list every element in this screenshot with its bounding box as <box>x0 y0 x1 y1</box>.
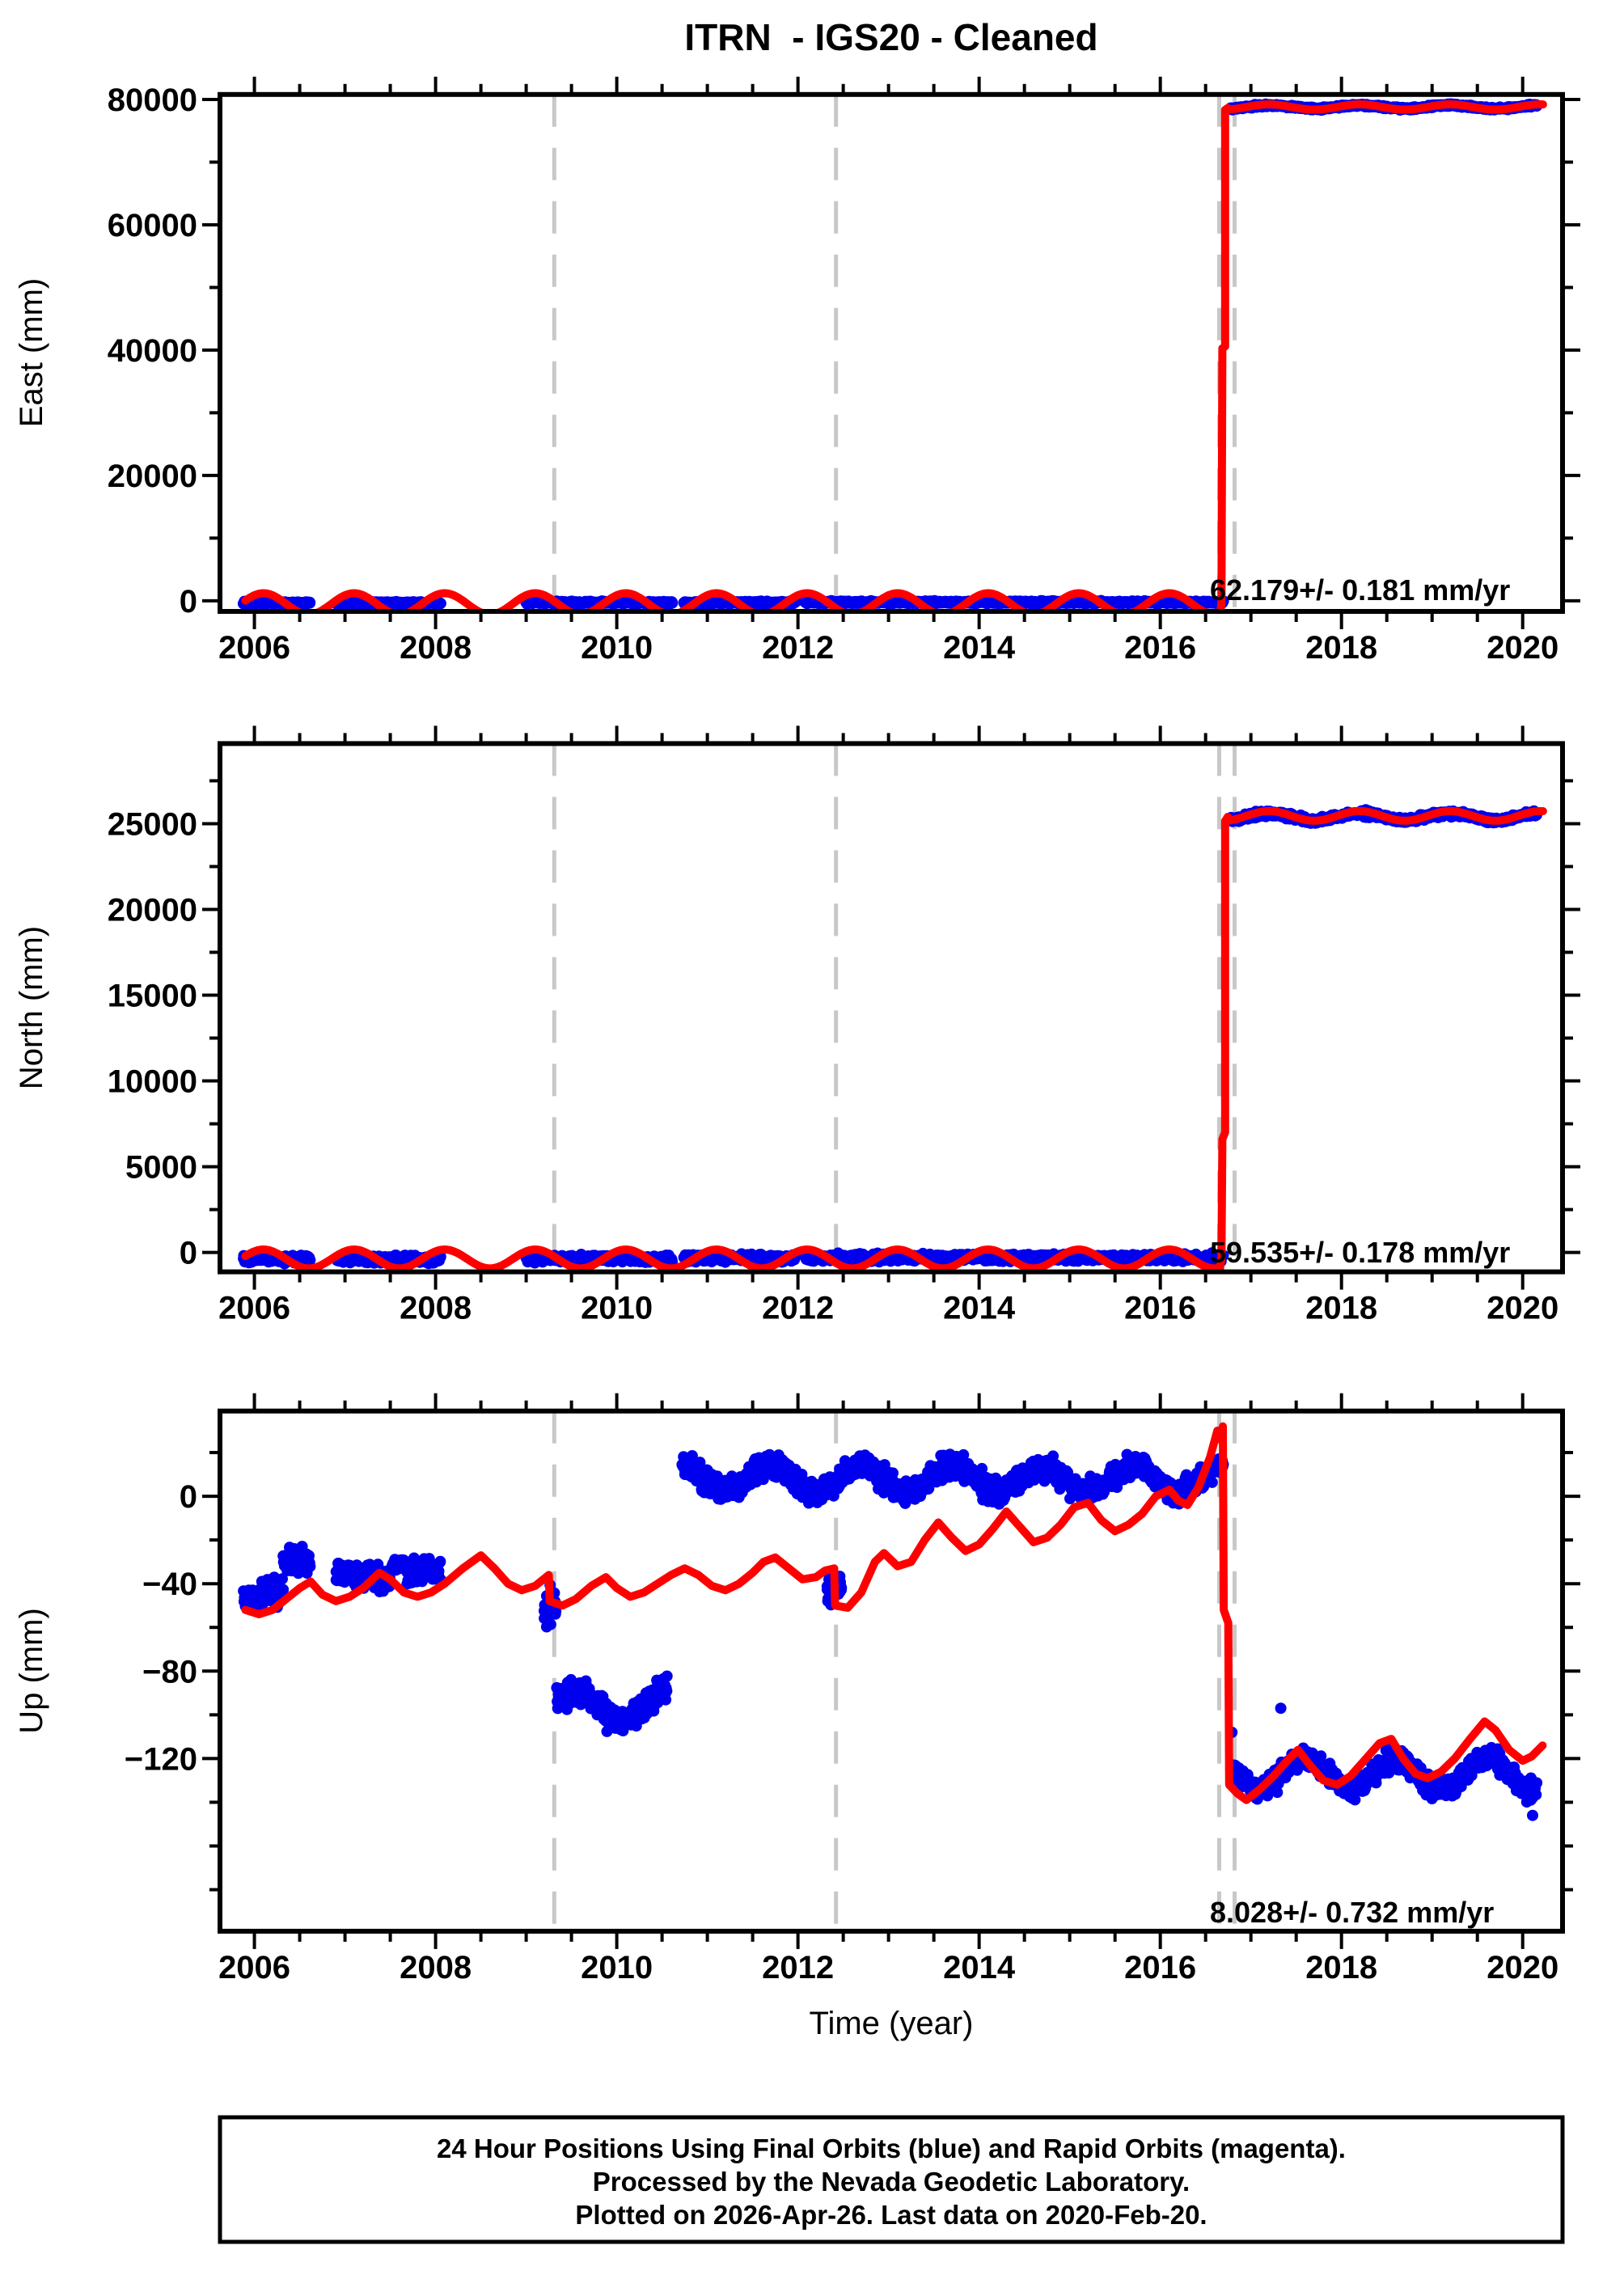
final-orbit-points <box>238 1448 1543 1821</box>
svg-text:2012: 2012 <box>762 630 834 666</box>
event-marker-lines <box>552 743 1237 1272</box>
north-panel: 2006 2008 2010 2012 2014 2016 2018 202005000100… <box>108 725 1580 1326</box>
footer-box: 24 Hour Positions Using Final Orbits (bl… <box>218 2115 1565 2244</box>
svg-text:60000: 60000 <box>108 208 197 243</box>
axis-ticks <box>202 1393 1580 1949</box>
svg-text:2014: 2014 <box>943 630 1016 666</box>
north-velocity-annotation: 59.535+/- 0.178 mm/yr <box>1210 1236 1510 1269</box>
panel-frame <box>218 741 1565 1275</box>
model-fit-line <box>241 100 1547 612</box>
svg-text:2010: 2010 <box>581 630 653 666</box>
final-orbit-points <box>237 98 1543 611</box>
svg-text:2016: 2016 <box>1124 630 1196 666</box>
footer-line-processed: Processed by the Nevada Geodetic Laborat… <box>593 2167 1190 2197</box>
footer-line-plotted: Plotted on 2026-Apr-26. Last data on 202… <box>575 2200 1207 2230</box>
axis-ticks <box>202 725 1580 1290</box>
east-axis-label: East (mm) <box>14 278 49 427</box>
model-fit-line <box>241 807 1547 1272</box>
final-orbit-points <box>238 804 1542 1270</box>
svg-text:40000: 40000 <box>108 333 197 369</box>
footer-box-border <box>218 2115 1565 2244</box>
east-velocity-annotation: 62.179+/- 0.181 mm/yr <box>1210 573 1510 607</box>
svg-text:0: 0 <box>180 584 197 620</box>
event-marker-lines <box>552 1410 1237 1931</box>
north-axis-label: North (mm) <box>14 926 49 1089</box>
svg-text:80000: 80000 <box>108 82 197 118</box>
svg-text:20000: 20000 <box>108 459 197 494</box>
east-panel: 2006 2008 2010 2012 2014 2016 2018 2020 0 20000 40… <box>108 76 1580 666</box>
generated-chart-layers: 2006 2008 2010 2012 2014 2016 2018 2020 0 20000 40… <box>108 76 1580 1985</box>
up-axis-label: Up (mm) <box>14 1608 49 1734</box>
footer-line-orbits: 24 Hour Positions Using Final Orbits (bl… <box>437 2133 1346 2163</box>
svg-text:2020: 2020 <box>1487 630 1558 666</box>
axis-tick-labels: 2006 2008 2010 2012 2014 2016 2018 20200−40−80−… <box>125 1479 1558 1985</box>
svg-text:2008: 2008 <box>400 630 472 666</box>
up-velocity-annotation: 8.028+/- 0.732 mm/yr <box>1210 1896 1494 1929</box>
time-axis-label: Time (year) <box>810 2006 974 2041</box>
model-fit-line <box>241 1422 1547 1804</box>
axis-tick-labels: 2006 2008 2010 2012 2014 2016 2018 2020 0 20000 40… <box>108 82 1558 666</box>
up-panel: 2006 2008 2010 2012 2014 2016 2018 20200−40−80−… <box>125 1393 1580 1985</box>
svg-text:2006: 2006 <box>218 630 290 666</box>
event-marker-lines <box>552 94 1237 611</box>
panel-frame <box>218 91 1565 615</box>
figure-title: ITRN - IGS20 - Cleaned <box>684 16 1097 58</box>
axis-tick-labels: 2006 2008 2010 2012 2014 2016 2018 202005000100… <box>108 806 1558 1326</box>
axis-ticks <box>202 76 1580 629</box>
svg-text:2018: 2018 <box>1305 630 1377 666</box>
